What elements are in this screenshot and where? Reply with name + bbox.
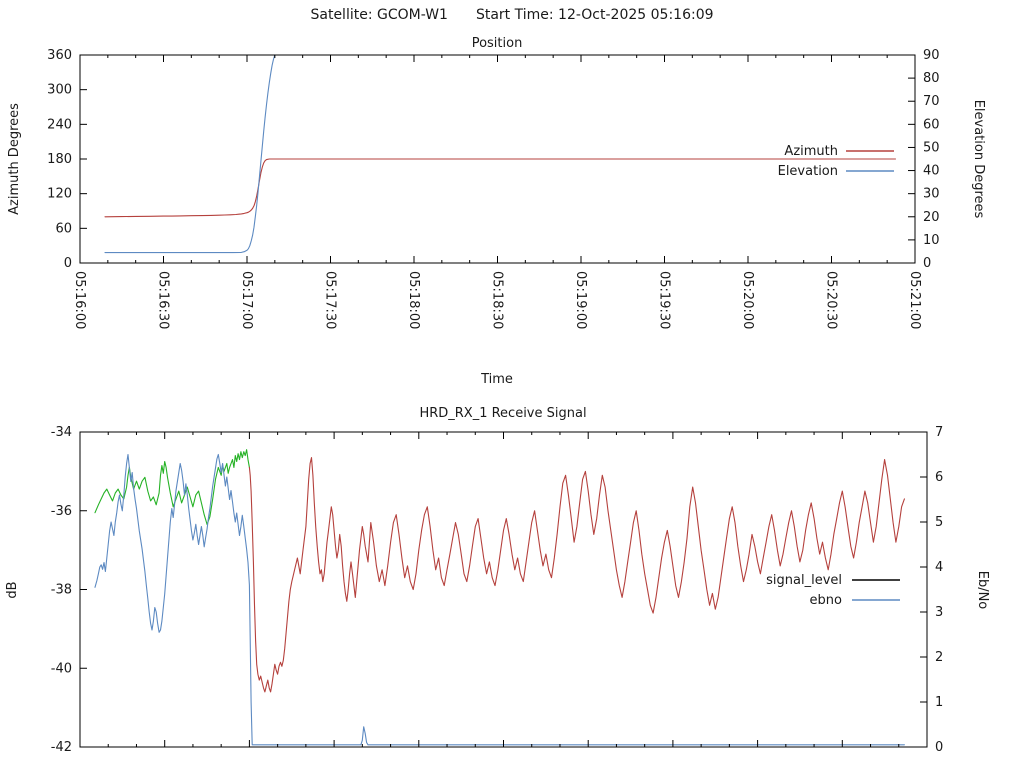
y-right-tick-label: 3 [935, 605, 943, 620]
y-right-tick-label: 50 [923, 140, 940, 155]
x-tick-label: 05:18:00 [406, 271, 421, 329]
header-title: Satellite: GCOM-W1 Start Time: 12-Oct-20… [0, 7, 1024, 23]
azimuth-line [104, 158, 897, 218]
y-right-tick-label: 0 [935, 740, 943, 755]
y-right-tick-label: 30 [923, 187, 940, 202]
x-tick-label: 05:16:30 [156, 271, 171, 329]
y-left-tick-label: 240 [47, 117, 72, 132]
y-right-tick-label: 7 [935, 425, 943, 440]
position-chart: Azimuth Elevation 05:16:00 05:16:30 05:17:00… [7, 36, 986, 387]
y-right-tick-label: 20 [923, 210, 940, 225]
chart-title: Position [472, 36, 523, 51]
y-left-tick-label: -40 [51, 661, 72, 676]
y-right-axis-title: Elevation Degrees [971, 100, 986, 219]
y-left-tick-label: 360 [47, 48, 72, 63]
y-left-tick-label: -34 [51, 425, 72, 440]
x-tick-label: 05:16:00 [72, 271, 87, 329]
y-left-tick-label: -42 [51, 740, 72, 755]
x-tick-label: 05:21:00 [907, 271, 922, 329]
ebno-line [94, 453, 905, 746]
x-tick-label: 05:19:30 [657, 271, 672, 329]
y-right-tick-label: 0 [923, 256, 931, 271]
y-left-tick-label: 0 [64, 256, 72, 271]
plot-border [79, 431, 928, 748]
signal-level-locked-line [94, 449, 250, 526]
x-tick-label: 05:20:00 [740, 271, 755, 329]
y-right-tick-label: 1 [935, 695, 943, 710]
legend-label-azimuth: Azimuth [784, 144, 838, 159]
y-right-tick-label: 40 [923, 164, 940, 179]
x-tick-label: 05:19:00 [573, 271, 588, 329]
start-time-label: Start Time: 12-Oct-2025 05:16:09 [475, 7, 714, 23]
signal-level-unlocked-line [248, 457, 905, 693]
y-right-tick-label: 4 [935, 560, 943, 575]
y-left-axis-title: Azimuth Degrees [7, 103, 22, 215]
chart-title: HRD_RX_1 Receive Signal [419, 406, 586, 421]
y-left-tick-label: 60 [55, 221, 72, 236]
elevation-line [104, 54, 276, 254]
y-right-tick-label: 5 [935, 515, 943, 530]
y-right-tick-label: 6 [935, 470, 943, 485]
y-right-tick-label: 60 [923, 117, 940, 132]
x-tick-label: 05:20:30 [824, 271, 839, 329]
x-tick-label: 05:17:00 [239, 271, 254, 329]
y-left-tick-label: -38 [51, 583, 72, 598]
y-left-tick-label: 180 [47, 152, 72, 167]
y-left-tick-label: 120 [47, 187, 72, 202]
legend-label-elevation: Elevation [778, 164, 838, 179]
x-tick-label: 05:17:30 [323, 271, 338, 329]
satellite-label: Satellite: GCOM-W1 [310, 7, 448, 23]
y-right-tick-label: 90 [923, 48, 940, 63]
y-right-tick-label: 10 [923, 233, 940, 248]
y-left-tick-label: 300 [47, 83, 72, 98]
legend-label-ebno: ebno [810, 593, 842, 608]
y-left-tick-label: -36 [51, 504, 72, 519]
x-tick-label: 05:18:30 [490, 271, 505, 329]
y-right-tick-label: 70 [923, 94, 940, 109]
y-left-axis-title: dB [5, 581, 20, 598]
y-right-tick-label: 2 [935, 650, 943, 665]
y-right-tick-label: 80 [923, 71, 940, 86]
x-axis-title: Time [480, 372, 513, 387]
y-right-axis-title: Eb/No [975, 571, 990, 610]
legend-label-signal_level: signal_level [766, 573, 842, 588]
